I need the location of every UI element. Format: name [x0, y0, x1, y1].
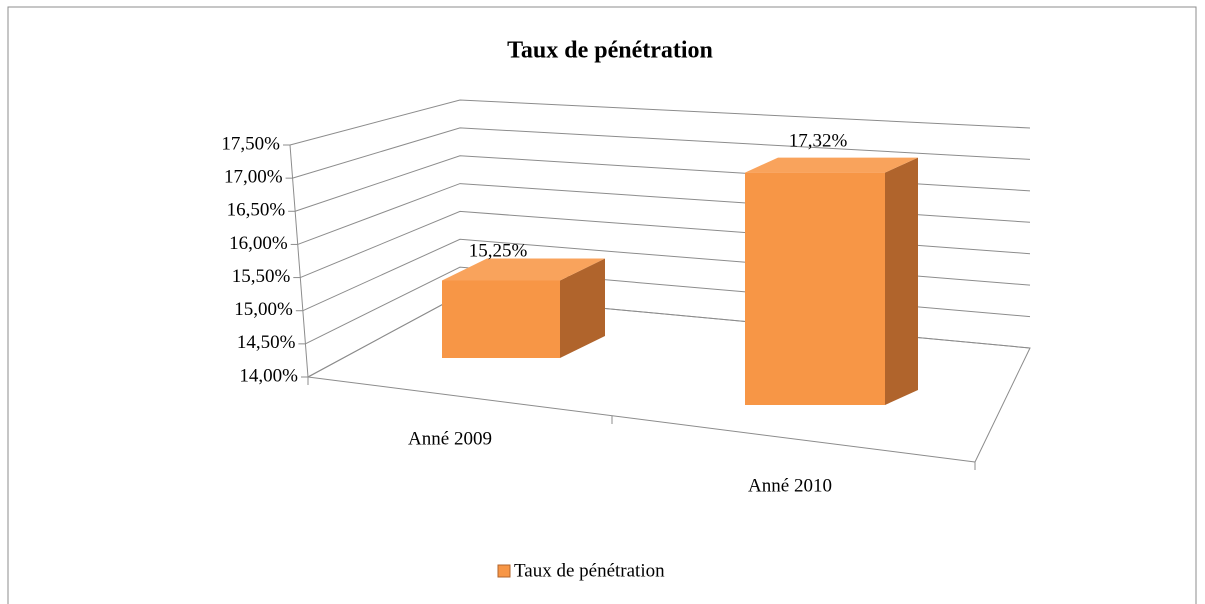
y-tick-label: 14,50% — [237, 332, 296, 353]
x-tick-label: Anné 2010 — [748, 475, 832, 496]
bar-side — [885, 157, 918, 405]
y-tick-label: 17,50% — [221, 133, 280, 154]
x-axis — [307, 376, 976, 463]
bar — [442, 258, 605, 358]
grid-line — [289, 99, 1031, 146]
y-tick-label: 15,00% — [234, 299, 293, 320]
bar — [745, 157, 918, 405]
y-axis — [289, 144, 309, 378]
chart-border — [7, 6, 1197, 604]
y-tick-label: 14,00% — [239, 365, 298, 386]
bar-top — [745, 157, 918, 173]
y-tick-label: 15,50% — [232, 266, 291, 287]
grid-line — [305, 266, 1031, 345]
data-label: 15,25% — [469, 240, 528, 261]
y-tick-label: 16,50% — [227, 200, 286, 221]
bar-top — [442, 258, 605, 281]
grid-line — [292, 127, 1031, 179]
grid-line — [294, 155, 1031, 212]
y-tick-label: 17,00% — [224, 167, 283, 188]
grid-line — [297, 183, 1031, 245]
bar-side — [560, 258, 605, 358]
y-tick-label: 16,00% — [229, 233, 288, 254]
data-label: 17,32% — [789, 130, 848, 151]
grid-line — [300, 210, 1031, 279]
legend-swatch — [497, 564, 511, 578]
legend-label: Taux de pénétration — [514, 560, 665, 581]
bar-front — [442, 280, 560, 358]
grid-line — [302, 238, 1031, 312]
x-tick-label: Anné 2009 — [408, 428, 492, 449]
bar-front — [745, 172, 885, 405]
chart-title: Taux de pénétration — [507, 38, 713, 64]
